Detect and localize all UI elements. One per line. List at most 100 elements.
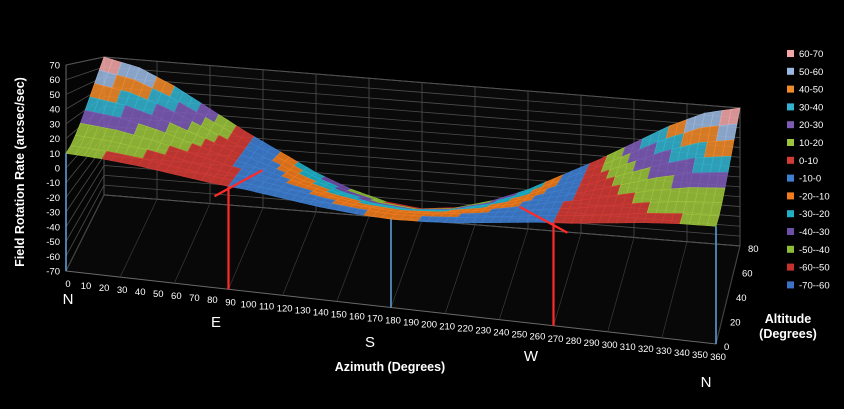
x-tick-label: 290 — [584, 338, 600, 349]
y-tick-label: -70 — [46, 267, 60, 278]
legend-label: 30-40 — [799, 102, 823, 113]
legend-swatch — [787, 228, 794, 235]
legend-label: 0-10 — [799, 156, 818, 167]
y-tick-label: 0 — [55, 164, 60, 175]
legend-swatch — [787, 263, 794, 271]
legend-label: -50--40 — [799, 245, 830, 256]
legend-swatch — [787, 281, 794, 289]
gridline-rate-side — [65, 56, 105, 66]
x-tick-label: 90 — [225, 297, 236, 308]
gridline-floor — [119, 199, 158, 278]
gridline-rate-side — [65, 155, 105, 213]
legend-label: 40-50 — [799, 85, 823, 96]
x-tick-label: 210 — [439, 322, 455, 333]
gridline-floor — [607, 237, 635, 332]
x-tick-label: 140 — [313, 307, 329, 318]
x-tick-label: 180 — [385, 316, 401, 327]
y-tick-label: -60 — [46, 252, 60, 263]
x-axis-title: Azimuth (Degrees) — [335, 360, 445, 374]
marker-slope-e — [213, 169, 264, 198]
compass-label-s: S — [365, 334, 375, 351]
x-tick-label: 310 — [620, 342, 636, 353]
legend-swatch — [787, 139, 794, 146]
gridline-floor — [228, 207, 264, 290]
y-tick-label: 60 — [49, 75, 60, 86]
y-tick-label: -20 — [46, 193, 60, 204]
x-tick-label: 30 — [117, 285, 128, 296]
legend-label: -30--20 — [799, 209, 830, 220]
gridline-rate-side — [65, 184, 105, 257]
x-tick-label: 0 — [65, 279, 70, 290]
gridline-rate-side — [65, 165, 105, 228]
x-tick-label: 260 — [530, 332, 546, 343]
x-axis-ticks: 0 10 20 30 40 50 60 70 80 90 100 110 120 130 140 150 160… — [65, 279, 726, 363]
gridline-floor — [498, 228, 529, 320]
x-tick-label: 10 — [81, 281, 92, 292]
y-tick-label: -50 — [46, 237, 60, 248]
gridline-floor — [174, 203, 211, 284]
x-tick-label: 60 — [171, 291, 182, 302]
legend-label: 50-60 — [799, 67, 823, 78]
x-tick-label: 360 — [710, 352, 726, 363]
gridline-floor — [661, 241, 688, 339]
legend-swatch — [787, 192, 794, 200]
x-tick-label: 70 — [189, 293, 200, 304]
legend-label: -10-0 — [799, 174, 821, 185]
x-tick-label: 280 — [566, 336, 582, 347]
x-tick-label: 110 — [259, 301, 274, 312]
surface-patch — [706, 214, 720, 227]
legend-label: -60--50 — [799, 263, 830, 274]
y-tick-label: 40 — [49, 105, 60, 116]
z-tick-label: 80 — [748, 244, 759, 255]
x-tick-label: 300 — [602, 340, 618, 351]
legend-swatch — [787, 245, 794, 253]
legend-label: 10-20 — [799, 138, 823, 149]
gridline-floor — [282, 211, 317, 296]
z-axis-ticks: 0 20 40 60 80 — [724, 244, 759, 353]
legend-swatch — [787, 210, 794, 218]
legend-swatch — [787, 103, 794, 111]
gridline-rate-side — [65, 66, 105, 81]
x-tick-label: 50 — [153, 289, 164, 300]
y-tick-label: -10 — [46, 178, 60, 189]
y-axis-title: Field Rotation Rate (arcsec/sec) — [13, 77, 27, 267]
gridline-floor — [65, 194, 105, 272]
y-tick-label: 30 — [49, 119, 60, 130]
y-tick-label: 70 — [49, 61, 60, 72]
x-tick-label: 20 — [99, 283, 110, 294]
legend: 60-70 50-60 40-50 30-40 20-30 10-20 0-10 -10-0 -… — [787, 49, 830, 291]
x-tick-label: 340 — [674, 348, 690, 359]
z-tick-label: 0 — [724, 342, 729, 353]
gridline-floor — [390, 220, 423, 308]
y-tick-label: -40 — [46, 222, 60, 233]
legend-swatch — [787, 50, 794, 57]
x-tick-label: 350 — [692, 350, 708, 361]
x-tick-label: 230 — [475, 326, 491, 337]
x-tick-label: 240 — [493, 328, 509, 339]
legend-swatch — [787, 121, 794, 129]
compass-labels: N E S W N — [63, 291, 712, 391]
x-tick-label: 220 — [457, 324, 473, 335]
legend-label: -20--10 — [799, 191, 830, 202]
legend-label: -70--60 — [799, 280, 830, 291]
compass-markers — [65, 153, 717, 344]
gridline-floor — [444, 224, 476, 314]
gridline-rate-side — [65, 175, 105, 242]
x-tick-label: 330 — [656, 346, 672, 357]
x-tick-label: 190 — [403, 318, 419, 329]
x-tick-label: 80 — [207, 295, 218, 306]
x-tick-label: 120 — [277, 303, 293, 314]
x-tick-label: 40 — [135, 287, 146, 298]
legend-swatch — [787, 85, 794, 93]
z-axis-title: Altitude (Degrees) — [759, 312, 817, 341]
compass-label-w: W — [524, 348, 539, 365]
z-tick-label: 20 — [730, 318, 741, 329]
legend-label: -40--30 — [799, 227, 830, 238]
z-tick-label: 40 — [736, 293, 747, 304]
x-tick-label: 250 — [511, 330, 527, 341]
x-tick-label: 270 — [548, 334, 564, 345]
x-tick-label: 100 — [241, 299, 257, 310]
legend-swatch — [787, 174, 794, 182]
marker-slope-w — [518, 205, 569, 234]
